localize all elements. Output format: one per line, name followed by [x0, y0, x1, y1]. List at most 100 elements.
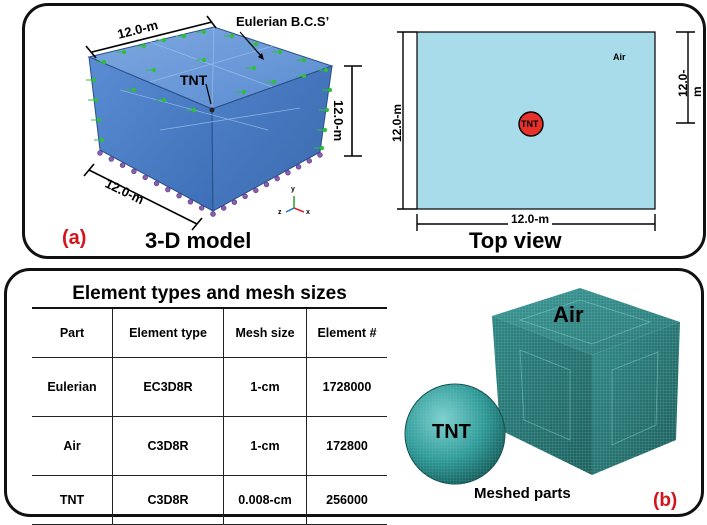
table-row: TNT C3D8R 0.008-cm 256000	[32, 475, 387, 525]
base-support	[263, 181, 270, 188]
bc-arrow-head	[324, 107, 330, 113]
base-support	[306, 158, 312, 164]
axis-x-label: x	[306, 209, 310, 216]
top-dim-bottom-text: 12.0-m	[508, 212, 553, 226]
bcs-label: Eulerian B.C.S’	[236, 14, 330, 29]
table-cell: 1-cm	[223, 416, 307, 476]
table-cell: 1-cm	[223, 357, 307, 417]
base-support	[199, 205, 205, 211]
bc-arrow-head	[323, 67, 329, 73]
base-support	[187, 199, 194, 205]
col-header: Mesh size	[223, 307, 307, 358]
bc-arrow-head	[161, 97, 167, 103]
table-cell: Air	[32, 416, 113, 476]
panel-b-label: (b)	[653, 490, 678, 511]
bc-arrow-head	[161, 37, 167, 43]
cube-right-face	[211, 65, 333, 212]
base-support	[231, 199, 238, 205]
table-cell: 256000	[306, 475, 387, 525]
table-row: Eulerian EC3D8R 1-cm 1728000	[32, 357, 387, 417]
bc-arrow-head	[131, 87, 137, 93]
bc-arrow-head	[191, 107, 197, 113]
dim-top-line	[85, 15, 217, 59]
top-dim-left	[397, 31, 417, 210]
base-support	[131, 168, 137, 175]
table-title: Element types and mesh sizes	[72, 283, 347, 304]
bc-arrow-head	[93, 97, 99, 103]
bc-arrow-head	[201, 57, 207, 63]
top-dim-right	[676, 31, 695, 124]
col-header: Element #	[306, 307, 387, 358]
bc-arrow-head	[101, 59, 107, 65]
base-support	[142, 174, 148, 181]
base-support	[210, 211, 216, 217]
bc-arrow-head	[241, 89, 247, 95]
base-support	[274, 175, 280, 182]
tnt-pointer-line	[205, 83, 212, 105]
dim-right-text: 12.0-m	[331, 100, 346, 142]
table-row: Air C3D8R 1-cm 172800	[32, 416, 387, 476]
top-dim-right-text: 12.0-m	[676, 69, 704, 97]
table-cell: 1728000	[306, 357, 387, 417]
tnt-sphere-mesh	[405, 384, 505, 484]
base-support	[221, 205, 227, 211]
dim-bottom-line	[83, 163, 203, 231]
bc-arrow-head	[251, 65, 257, 71]
bc-arrow-head	[91, 77, 97, 83]
bc-arrow-head	[151, 67, 157, 73]
bc-arrow-head	[301, 57, 307, 63]
bc-arrow-head	[201, 29, 207, 35]
bc-arrow-head	[277, 49, 283, 55]
base-support	[153, 180, 160, 187]
bc-arrow-head	[121, 49, 127, 55]
bcs-pointer-line	[239, 31, 263, 58]
meshed-parts-caption: Meshed parts	[474, 485, 571, 502]
air-cube-mesh	[492, 288, 680, 475]
base-support	[176, 193, 182, 199]
cube-guide-lines	[119, 26, 301, 131]
base-support-markers	[97, 150, 323, 217]
top-view-tnt-label: TNT	[521, 119, 539, 129]
base-support	[108, 156, 115, 162]
boundary-condition-arrows	[86, 29, 333, 151]
base-support	[165, 186, 171, 193]
col-header: Part	[32, 307, 113, 358]
table-cell: TNT	[32, 475, 113, 525]
panel-a-label: (a)	[62, 227, 87, 249]
base-support	[119, 162, 126, 168]
bc-arrow-head	[96, 117, 102, 123]
bc-arrow-head	[301, 73, 307, 79]
top-view-air-label: Air	[613, 52, 626, 62]
base-support	[285, 170, 291, 176]
mesh-table: Element types and mesh sizes Part Elemen…	[32, 282, 387, 525]
base-support	[97, 150, 103, 156]
base-support	[295, 164, 302, 170]
bc-arrow-head	[181, 33, 187, 39]
base-support	[317, 152, 323, 158]
bc-arrow-head	[319, 145, 325, 151]
axes-triad	[285, 196, 305, 213]
bc-arrow-head	[271, 79, 277, 85]
table-cell: 172800	[306, 416, 387, 476]
top-view-tnt-circle	[518, 111, 544, 137]
table-cell: 0.008-cm	[223, 475, 307, 525]
bc-arrow-head	[229, 33, 235, 39]
top-view-square	[416, 31, 656, 210]
bc-arrow-head	[327, 87, 333, 93]
model-3d-caption: 3-D model	[145, 228, 252, 253]
table-cell: EC3D8R	[112, 357, 224, 417]
axis-y-label: y	[291, 186, 295, 193]
air-cube-label: Air	[553, 302, 584, 327]
table-cell: Eulerian	[32, 357, 113, 417]
top-dim-left-text: 12.0-m	[390, 103, 404, 142]
base-support	[253, 187, 259, 194]
bc-arrow-head	[253, 41, 259, 47]
tnt-sphere-label: TNT	[432, 421, 471, 443]
axis-z-label: z	[278, 209, 282, 216]
base-support	[242, 193, 248, 200]
tnt-center-point	[209, 107, 215, 113]
bc-arrow-head	[322, 127, 328, 133]
bcs-pointer-head	[258, 53, 264, 60]
bc-arrow-head	[99, 137, 105, 143]
